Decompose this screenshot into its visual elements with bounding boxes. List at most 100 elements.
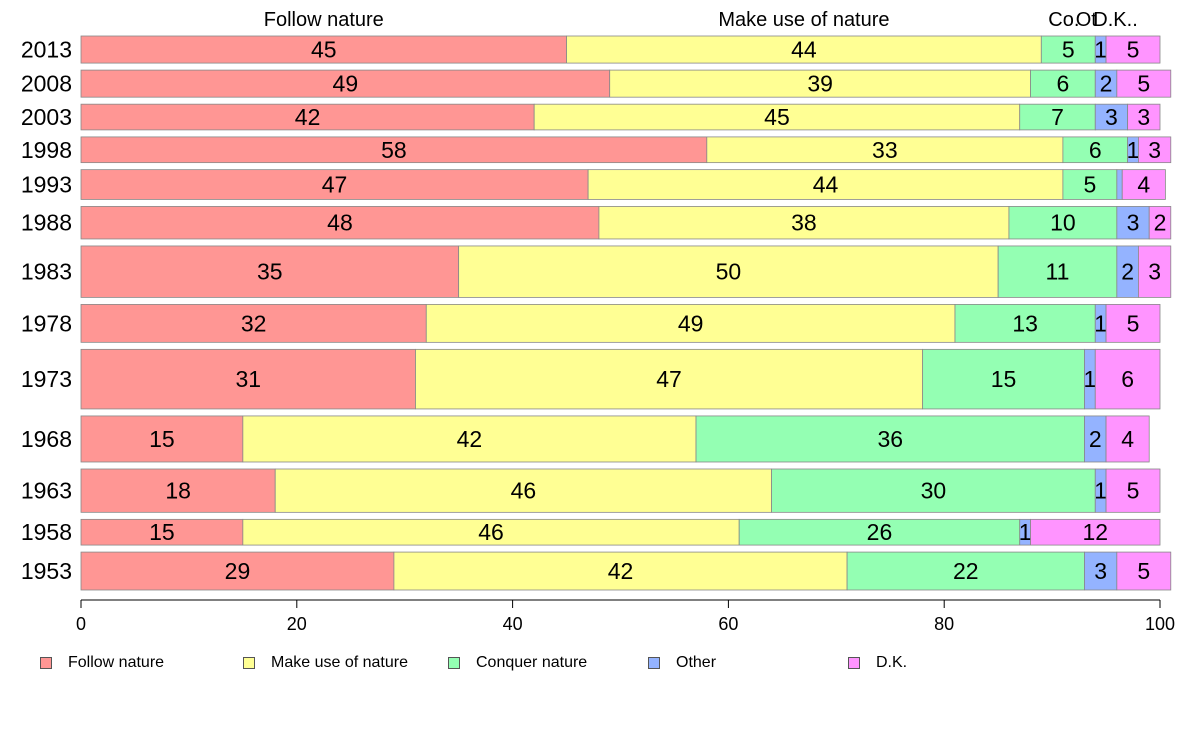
bar-segment xyxy=(1030,69,1096,98)
legend-swatch xyxy=(40,657,52,669)
legend-item: D.K. xyxy=(848,652,907,674)
x-tick-label: 0 xyxy=(76,614,86,634)
data-label: 4 xyxy=(1137,172,1150,198)
legend-swatch xyxy=(848,657,860,669)
x-tick-label: 80 xyxy=(934,614,954,634)
data-label: 10 xyxy=(1050,210,1076,236)
data-label: 5 xyxy=(1127,37,1140,63)
legend-label: Make use of nature xyxy=(271,654,408,671)
bar-segment xyxy=(242,518,740,546)
bar-segment xyxy=(458,245,999,298)
data-label: 5 xyxy=(1127,478,1140,504)
bar-segment xyxy=(80,35,567,64)
category-label: 2008 xyxy=(21,71,72,97)
series-header-1: Make use of nature xyxy=(718,9,889,31)
bar-segment xyxy=(997,245,1118,298)
bar-segment xyxy=(242,415,697,463)
data-label: 1 xyxy=(1083,366,1096,392)
data-label: 1 xyxy=(1094,478,1107,504)
bar-segment xyxy=(1105,304,1161,343)
category-label: 1953 xyxy=(21,558,72,584)
bar-segment xyxy=(738,518,1021,546)
legend-swatch xyxy=(648,657,660,669)
bar-segment xyxy=(587,169,1064,200)
legend: Follow nature Make use of nature Conquer n… xyxy=(40,652,1140,674)
bar-segment xyxy=(1105,468,1161,513)
bar-segment xyxy=(1040,35,1096,64)
x-tick-label: 60 xyxy=(718,614,738,634)
data-label: 33 xyxy=(872,137,898,163)
data-label: 38 xyxy=(791,210,817,236)
data-label: 15 xyxy=(149,519,175,545)
bar-segment xyxy=(80,551,395,591)
bar-segment xyxy=(1094,348,1161,410)
data-label: 13 xyxy=(1012,310,1038,336)
data-label: 2 xyxy=(1121,259,1134,285)
bar-segment xyxy=(695,415,1085,463)
bar-segment xyxy=(1084,551,1118,591)
data-label: 3 xyxy=(1148,259,1161,285)
bar-segment xyxy=(393,551,848,591)
bar-segment xyxy=(80,518,244,546)
bar-segment xyxy=(80,69,611,98)
data-label: 46 xyxy=(478,519,504,545)
legend-label: D.K. xyxy=(876,654,908,671)
category-label: 1983 xyxy=(21,259,72,285)
bar-segment xyxy=(80,206,600,240)
bar-segment xyxy=(1094,103,1129,131)
legend-item: Make use of nature xyxy=(243,652,408,674)
data-label: 7 xyxy=(1051,104,1064,130)
data-label: 5 xyxy=(1127,310,1140,336)
bar-segment xyxy=(1138,136,1172,164)
data-label: 50 xyxy=(716,259,742,285)
category-label: 1973 xyxy=(21,366,72,392)
data-label: 2 xyxy=(1154,210,1167,236)
category-label: 1978 xyxy=(21,310,72,336)
data-label: 3 xyxy=(1094,558,1107,584)
data-label: 31 xyxy=(235,366,261,392)
category-label: 1968 xyxy=(21,426,72,452)
data-label: 1 xyxy=(1094,37,1107,63)
legend-label: Follow nature xyxy=(68,654,165,671)
legend-label: Conquer nature xyxy=(476,654,588,671)
bar-segment xyxy=(1148,206,1172,240)
data-label: 4 xyxy=(1121,426,1134,452)
legend-item: Follow nature xyxy=(40,652,164,674)
data-label: 6 xyxy=(1056,71,1069,97)
data-label: 1 xyxy=(1094,310,1107,336)
data-label: 1 xyxy=(1127,137,1140,163)
bar-segment xyxy=(274,468,772,513)
data-label: 42 xyxy=(457,426,483,452)
data-label: 49 xyxy=(333,71,359,97)
bar-segment xyxy=(1116,69,1172,98)
data-label: 3 xyxy=(1127,210,1140,236)
data-label: 5 xyxy=(1062,37,1075,63)
legend-label: Other xyxy=(676,654,717,671)
x-tick-label: 40 xyxy=(503,614,523,634)
data-label: 35 xyxy=(257,259,283,285)
data-label: 12 xyxy=(1082,519,1108,545)
series-header-3: Ot xyxy=(1076,9,1098,31)
category-label: 2003 xyxy=(21,104,72,130)
data-label: 11 xyxy=(1046,259,1070,285)
bar-segment xyxy=(80,468,276,513)
bar-segment xyxy=(1127,103,1161,131)
bar-segment xyxy=(1019,103,1096,131)
legend-item: Other xyxy=(648,652,716,674)
bar-segment xyxy=(80,245,460,298)
bar-segment xyxy=(1008,206,1118,240)
data-label: 47 xyxy=(322,172,348,198)
category-label: 1963 xyxy=(21,478,72,504)
data-label: 58 xyxy=(381,137,407,163)
bar-segment xyxy=(1030,518,1161,546)
data-label: 2 xyxy=(1089,426,1102,452)
data-label: 46 xyxy=(511,478,537,504)
category-label: 1998 xyxy=(21,137,72,163)
bar-segment xyxy=(609,69,1031,98)
data-label: 18 xyxy=(165,478,191,504)
bar-segment xyxy=(80,103,535,131)
legend-item: Conquer nature xyxy=(448,652,587,674)
bar-segment xyxy=(922,348,1085,410)
series-header-2: Co. xyxy=(1048,9,1079,31)
